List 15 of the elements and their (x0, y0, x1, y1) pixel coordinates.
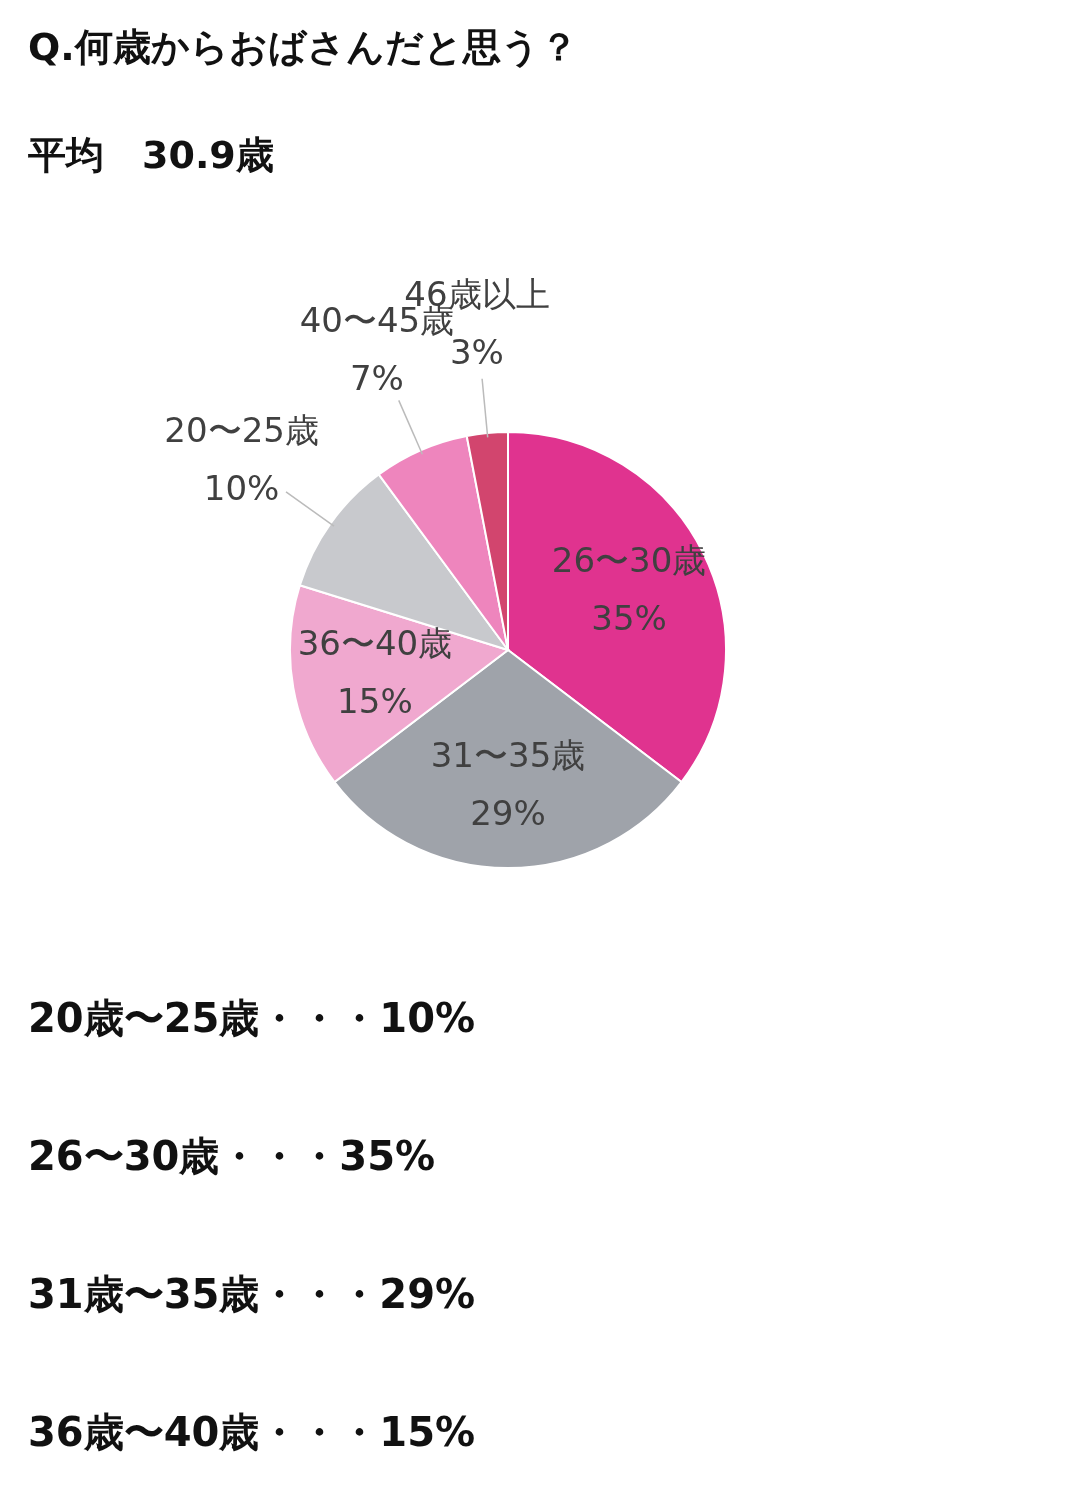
data-label: 29% (470, 793, 546, 834)
data-label: 35% (591, 597, 667, 638)
chart-subtitle: 平均 30.9歳 (28, 133, 274, 177)
text: 26〜30歳・・・35% (28, 1133, 436, 1179)
text: 36歳〜40歳・・・15% (28, 1409, 476, 1455)
data-label: 10% (203, 468, 280, 509)
chart-title: Q.何歳からおばさんだと思う？ (28, 25, 578, 69)
text: 31歳〜35歳・・・29% (28, 1271, 476, 1317)
slice-label: 36〜40歳 (297, 623, 453, 664)
slice-label: 20〜25歳 (164, 410, 319, 451)
data-label: 7% (349, 358, 404, 399)
slice-label: 31〜35歳 (430, 735, 586, 776)
data-label: 15% (337, 681, 413, 722)
text: 20歳〜25歳・・・10% (28, 995, 476, 1041)
slice-label: 26〜30歳 (551, 539, 707, 580)
